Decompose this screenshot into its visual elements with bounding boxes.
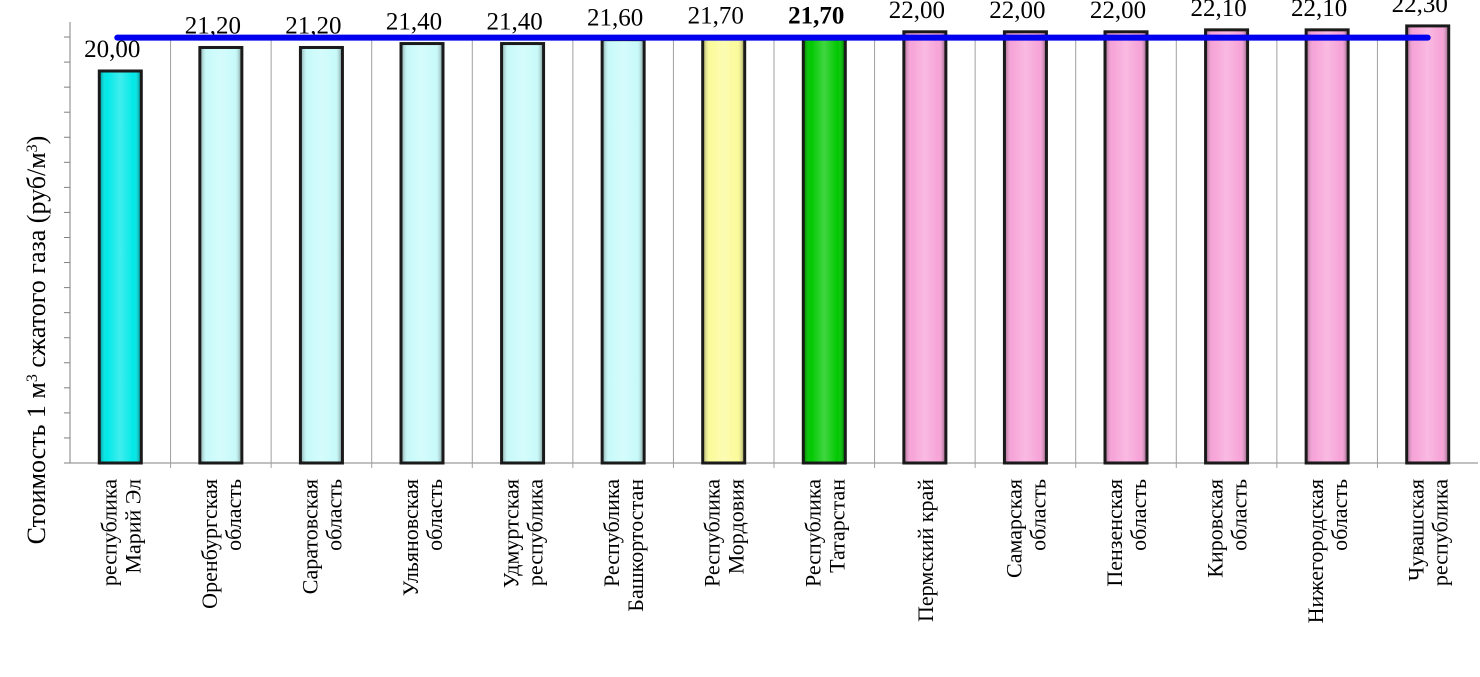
value-label: 21,70	[788, 3, 844, 30]
category-label: Республика	[700, 479, 725, 587]
value-label: 22,00	[889, 0, 945, 24]
category-label: область	[321, 479, 346, 551]
category-label: область	[1025, 479, 1050, 551]
category-label: область	[1126, 479, 1151, 551]
value-label: 21,40	[486, 9, 542, 36]
category-label: область	[422, 479, 447, 551]
category-label: область	[1227, 479, 1252, 551]
bar-shine	[1307, 31, 1347, 462]
bar-shine	[603, 41, 643, 462]
bar-shine	[301, 48, 341, 462]
value-label: 22,00	[1090, 0, 1146, 24]
category-label: Пермский край	[913, 479, 938, 622]
category-label: область	[221, 479, 246, 551]
bar-shine	[1106, 33, 1146, 462]
category-label: Мордовия	[724, 479, 749, 574]
category-label: Ульяновская	[398, 479, 423, 596]
value-label: 22,10	[1291, 0, 1347, 22]
bar-shine	[100, 72, 140, 462]
chart-category-labels: республика Марий Эл Оренбургская область Сар…	[96, 479, 1452, 624]
bar-shine	[503, 45, 543, 462]
chart-grid	[64, 22, 1478, 468]
value-label: 21,40	[386, 9, 442, 36]
bar-shine	[1005, 33, 1045, 462]
category-label: Саратовская	[297, 479, 322, 594]
category-label: Пензенская	[1102, 479, 1127, 587]
category-label: Республика	[599, 479, 624, 587]
category-label: Республика	[800, 479, 825, 587]
category-label: республика	[523, 479, 548, 586]
category-label: Марий Эл	[120, 479, 145, 574]
value-label: 21,70	[688, 3, 744, 30]
y-axis-label: Стоимость 1 м3 сжатого газа (руб/м3)	[22, 136, 51, 545]
category-label: Самарская	[1001, 479, 1026, 578]
category-label: Татарстан	[824, 479, 849, 573]
bar-shine	[201, 48, 241, 462]
bar-shine	[704, 39, 744, 462]
value-label: 22,00	[989, 0, 1045, 24]
category-label: область	[1327, 479, 1352, 551]
bar-shine	[905, 33, 945, 462]
bar-shine	[402, 45, 442, 462]
bar-shine	[1207, 31, 1247, 462]
category-label: республика	[96, 479, 121, 586]
value-label: 22,10	[1190, 0, 1246, 22]
bar-shine	[1408, 27, 1448, 462]
category-label: Чувашская	[1404, 479, 1429, 581]
value-label: 21,60	[587, 5, 643, 32]
chart-bars	[97, 24, 1451, 465]
bar-shine	[804, 39, 844, 462]
category-label: Оренбургская	[197, 479, 222, 609]
category-label: Нижегородская	[1303, 479, 1328, 623]
category-label: Башкортостан	[623, 479, 648, 612]
value-label: 22,30	[1392, 0, 1448, 18]
category-label: Удмуртская	[499, 479, 524, 588]
category-label: Кировская	[1203, 479, 1228, 578]
category-label: республика	[1428, 479, 1453, 586]
